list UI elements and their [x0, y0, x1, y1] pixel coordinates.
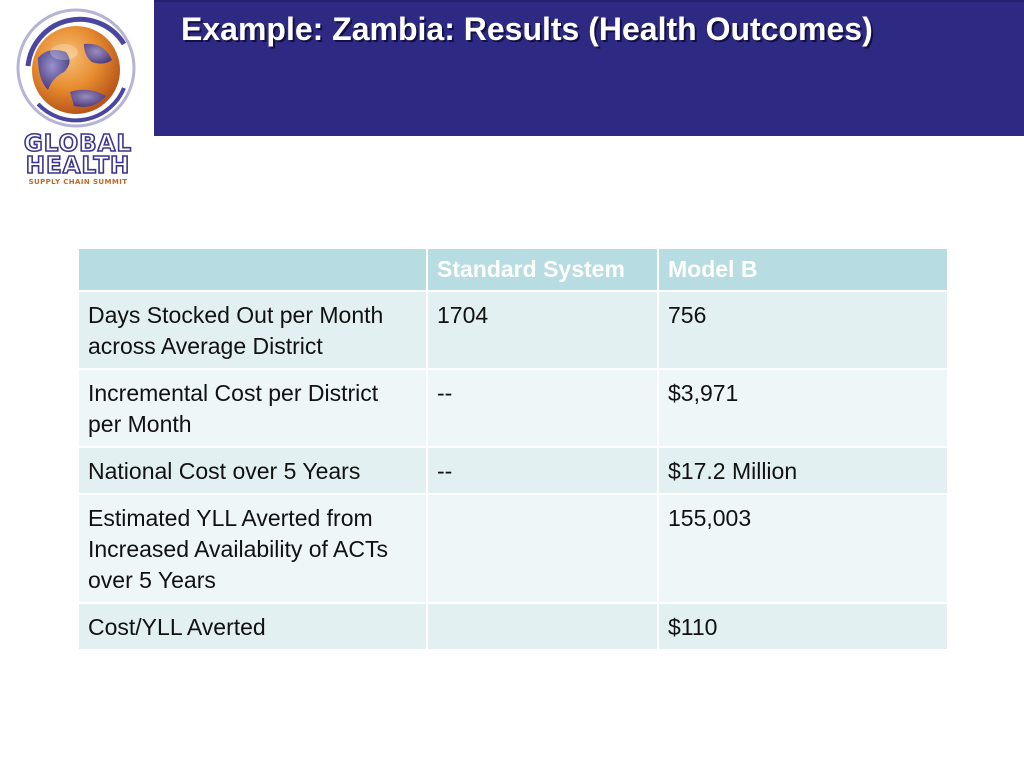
model-b-value: 756: [657, 290, 949, 370]
logo-text-global: GLOBAL: [23, 131, 133, 157]
logo-text-subtitle: SUPPLY CHAIN SUMMIT: [28, 178, 128, 186]
logo-text-health: HEALTH: [25, 153, 131, 179]
row-label: Days Stocked Out per Month across Averag…: [77, 290, 428, 370]
table-row: National Cost over 5 Years -- $17.2 Mill…: [77, 446, 949, 495]
standard-system-value: --: [426, 368, 659, 448]
header-top-edge: [154, 0, 1024, 2]
row-label: Cost/YLL Averted: [77, 602, 428, 651]
header-band: [154, 0, 1024, 136]
standard-system-value: [426, 602, 659, 651]
globe-logo-icon: [16, 8, 136, 128]
global-health-logo: GLOBAL HEALTH SUPPLY CHAIN SUMMIT: [8, 6, 148, 196]
table-row: Days Stocked Out per Month across Averag…: [77, 290, 949, 370]
standard-system-value: --: [426, 446, 659, 495]
table-header-cell-empty: [77, 247, 428, 292]
model-b-value: $17.2 Million: [657, 446, 949, 495]
row-label: Incremental Cost per District per Month: [77, 368, 428, 448]
standard-system-value: 1704: [426, 290, 659, 370]
table-row: Incremental Cost per District per Month …: [77, 368, 949, 448]
model-b-value: $3,971: [657, 368, 949, 448]
standard-system-value: [426, 493, 659, 604]
model-b-value: $110: [657, 602, 949, 651]
table-header-model-b: Model B: [657, 247, 949, 292]
slide-title: Example: Zambia: Results (Health Outcome…: [181, 11, 873, 47]
row-label: Estimated YLL Averted from Increased Ava…: [77, 493, 428, 604]
table-header-standard-system: Standard System: [426, 247, 659, 292]
results-table: Standard System Model B Days Stocked Out…: [77, 247, 949, 651]
table-row: Cost/YLL Averted $110: [77, 602, 949, 651]
table-row: Estimated YLL Averted from Increased Ava…: [77, 493, 949, 604]
table-header-row: Standard System Model B: [77, 247, 949, 292]
row-label: National Cost over 5 Years: [77, 446, 428, 495]
model-b-value: 155,003: [657, 493, 949, 604]
